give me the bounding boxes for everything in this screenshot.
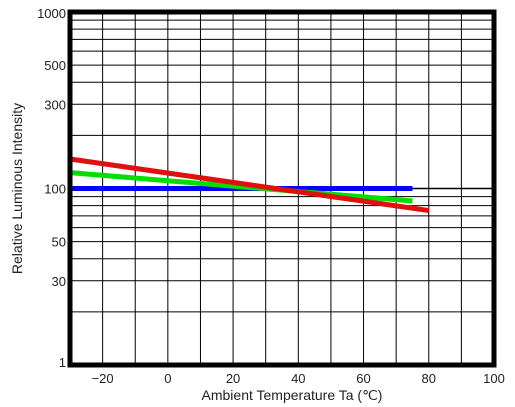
- x-tick-label: 40: [291, 371, 305, 386]
- y-tick-label: 1000: [37, 6, 66, 21]
- x-tick-label: −20: [92, 371, 114, 386]
- grid: [70, 12, 494, 365]
- y-tick-label: 1: [59, 355, 66, 370]
- x-tick-label: 20: [226, 371, 240, 386]
- x-tick-label: 80: [422, 371, 436, 386]
- series-line-2: [69, 170, 413, 204]
- y-tick-label: 500: [44, 58, 66, 73]
- y-axis-label: Relative Luminous Intensity: [9, 103, 25, 274]
- x-axis-label: Ambient Temperature Ta (℃): [202, 387, 383, 403]
- y-tick-label: 300: [44, 97, 66, 112]
- plot-frame: [67, 9, 497, 368]
- y-tick-label: 30: [52, 274, 66, 289]
- x-tick-label: 0: [164, 371, 171, 386]
- y-tick-label: 100: [44, 182, 66, 197]
- x-tick-label: 60: [356, 371, 370, 386]
- tick-labels: −20 0 20 40 60 80 100 1000 500 300 100 50 30 1: [37, 6, 505, 386]
- series-line-3: [69, 156, 430, 214]
- y-tick-label: 50: [52, 235, 66, 250]
- x-tick-label: 100: [483, 371, 505, 386]
- series-lines: [69, 156, 430, 214]
